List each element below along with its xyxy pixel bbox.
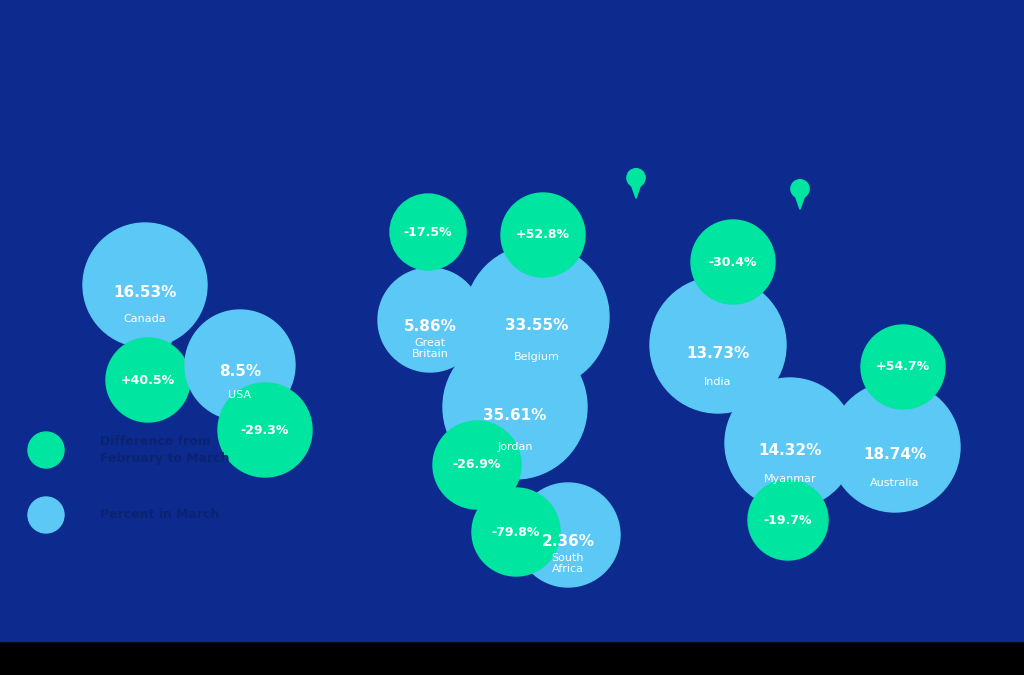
Circle shape — [28, 432, 63, 468]
Polygon shape — [456, 296, 469, 315]
Circle shape — [185, 310, 295, 420]
Text: 8.5%: 8.5% — [219, 364, 261, 379]
Circle shape — [650, 277, 786, 413]
Text: South
Africa: South Africa — [552, 553, 585, 574]
Circle shape — [472, 488, 560, 576]
Text: -30.4%: -30.4% — [709, 256, 758, 269]
Circle shape — [218, 383, 312, 477]
Text: -29.3%: -29.3% — [241, 423, 289, 437]
Text: 35.61%: 35.61% — [483, 408, 547, 423]
Circle shape — [748, 480, 828, 560]
Circle shape — [390, 194, 466, 270]
Text: -79.8%: -79.8% — [492, 526, 541, 539]
Text: Jordan: Jordan — [498, 441, 532, 452]
Text: Myanmar: Myanmar — [764, 474, 816, 484]
Circle shape — [433, 421, 521, 509]
Circle shape — [443, 335, 587, 479]
Circle shape — [501, 193, 585, 277]
Text: 5.86%: 5.86% — [403, 319, 457, 333]
Polygon shape — [794, 190, 807, 209]
Circle shape — [159, 322, 177, 340]
Circle shape — [238, 351, 256, 369]
Text: 33.55%: 33.55% — [505, 318, 568, 333]
Text: 2.36%: 2.36% — [542, 534, 595, 549]
Text: India: India — [705, 377, 732, 387]
Circle shape — [516, 483, 620, 587]
Polygon shape — [630, 179, 643, 198]
Circle shape — [725, 378, 855, 508]
Polygon shape — [241, 361, 254, 380]
Text: +40.5%: +40.5% — [121, 373, 175, 387]
Text: 14.32%: 14.32% — [759, 443, 821, 458]
Text: Canada: Canada — [124, 314, 166, 324]
Text: 18.74%: 18.74% — [863, 448, 927, 462]
Circle shape — [378, 268, 482, 372]
Text: 16.53%: 16.53% — [114, 285, 177, 300]
Text: Percent in March: Percent in March — [100, 508, 219, 522]
Circle shape — [791, 180, 809, 198]
Text: -19.7%: -19.7% — [764, 514, 812, 526]
Circle shape — [861, 325, 945, 409]
Circle shape — [83, 223, 207, 347]
Text: Australia: Australia — [870, 478, 920, 488]
Circle shape — [570, 279, 588, 297]
Text: Belgium: Belgium — [514, 352, 560, 362]
Polygon shape — [162, 332, 175, 351]
Circle shape — [453, 286, 471, 304]
Text: +54.7%: +54.7% — [876, 360, 930, 373]
Text: +52.8%: +52.8% — [516, 229, 570, 242]
Text: USA: USA — [228, 390, 252, 400]
Text: -17.5%: -17.5% — [403, 225, 453, 238]
Text: Difference from
February to March: Difference from February to March — [100, 435, 229, 465]
Circle shape — [465, 245, 609, 389]
Circle shape — [691, 220, 775, 304]
Circle shape — [627, 169, 645, 187]
Circle shape — [28, 497, 63, 533]
Circle shape — [106, 338, 190, 422]
Circle shape — [830, 382, 961, 512]
Text: -26.9%: -26.9% — [453, 458, 501, 472]
Text: Great
Britain: Great Britain — [412, 338, 449, 359]
Polygon shape — [572, 289, 586, 308]
Text: 13.73%: 13.73% — [686, 346, 750, 360]
